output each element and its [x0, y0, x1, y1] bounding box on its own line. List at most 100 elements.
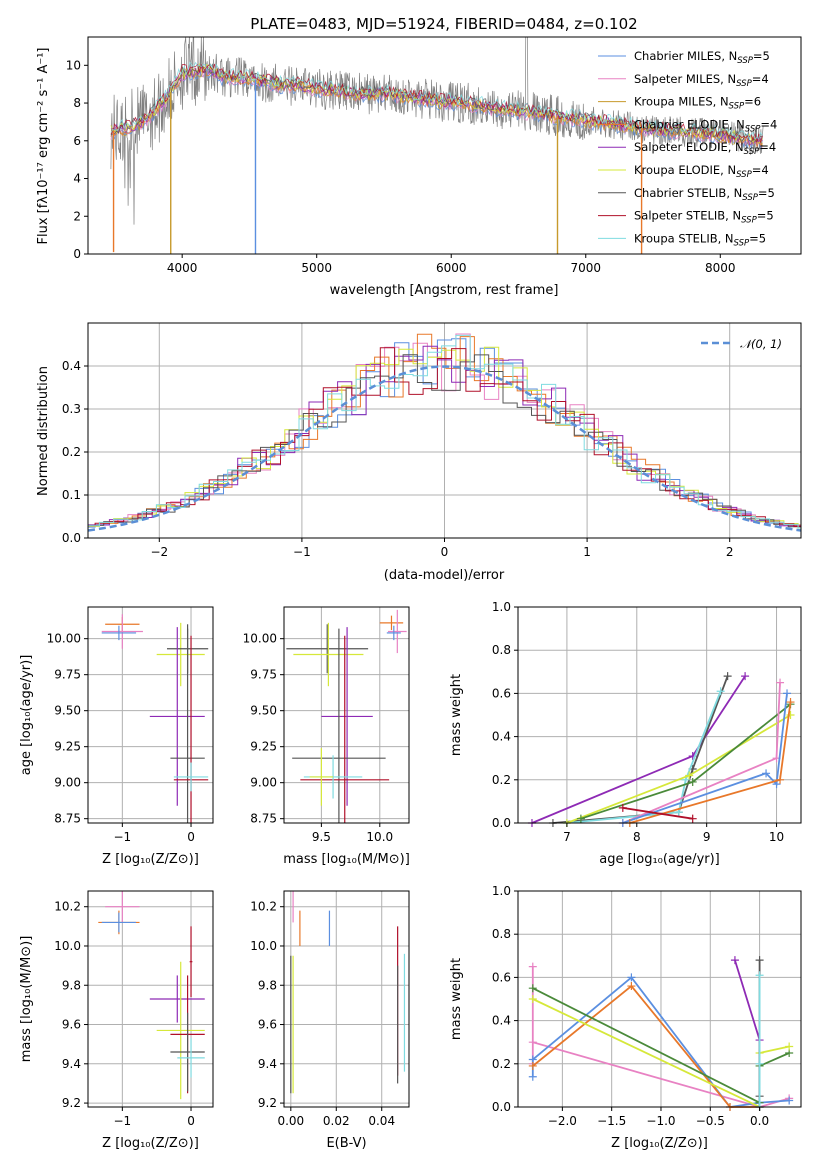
- x-axis-label: Z [log₁₀(Z/Z⊙)]: [611, 1136, 708, 1151]
- y-tick-label: 9.2: [258, 1096, 277, 1110]
- residual-hist-kroupa-stelib: [88, 334, 801, 529]
- legend-label: Kroupa MILES, NSSP=6: [634, 95, 761, 112]
- y-tick-label: 0.8: [492, 643, 511, 657]
- weight-line: [622, 693, 788, 824]
- y-tick-label: 0.6: [492, 970, 511, 984]
- y-tick-label: 9.00: [250, 776, 277, 790]
- y-tick-label: 0.6: [492, 686, 511, 700]
- y-tick-label: 1.0: [492, 884, 511, 898]
- y-tick-label: 0.4: [492, 1014, 511, 1028]
- y-tick-label: 9.4: [258, 1057, 277, 1071]
- x-tick-label: 9: [703, 830, 711, 844]
- histogram-ylabel: Normed distribution: [36, 366, 51, 496]
- y-tick-label: 9.25: [250, 740, 277, 754]
- y-axis-label: age [log₁₀(age/yr)]: [19, 655, 34, 776]
- mass-vs-metallicity-panel: −1 0 9.2 9.4 9.6 9.8 10.0 10.2 Z [log₁₀(Z/Z⊙)] ma…: [19, 890, 214, 1151]
- grid: [88, 607, 213, 823]
- y-tick-label: 0.0: [62, 531, 81, 545]
- weight-line: [532, 984, 760, 1108]
- age-vs-metallicity-panel: −1 0 8.75 9.00 9.25 9.50 9.75 10.00 Z [log₁₀(Z/Z…: [19, 606, 214, 867]
- weight-line: [566, 690, 722, 824]
- y-tick-label: 0.0: [492, 1100, 511, 1114]
- x-tick-label: 0: [187, 1114, 195, 1128]
- x-tick-label: 8000: [705, 261, 736, 275]
- errorbars: [98, 891, 205, 1100]
- y-tick-label: 10: [66, 58, 81, 72]
- y-tick-label: 10.2: [250, 900, 277, 914]
- histogram-steps: [88, 333, 801, 532]
- weight-marker: [627, 973, 636, 982]
- x-tick-label: −2: [150, 545, 168, 559]
- y-tick-label: 4: [73, 172, 81, 186]
- mass-vs-extinction-panel: 0.00 0.02 0.04 9.2 9.4 9.6 9.8 10.0 10.2 E(B-V): [250, 890, 410, 1151]
- y-tick-label: 0.2: [492, 773, 511, 787]
- weight-marker: [688, 814, 697, 823]
- weight-marker: [688, 777, 697, 786]
- x-axis-label: E(B-V): [326, 1136, 366, 1151]
- weight-line: [531, 675, 746, 824]
- y-tick-label: 8.75: [54, 812, 81, 826]
- residual-histogram-panel: −2 −1 0 1 2 0.0 0.1 0.2 0.3 0.4 (data-model)/erro…: [36, 322, 802, 583]
- model-salpeter-stelib: [110, 63, 763, 143]
- x-tick-label: 0.0: [750, 1114, 769, 1128]
- grid: [518, 890, 801, 1108]
- y-tick-label: 1.0: [492, 600, 511, 614]
- weight-marker: [528, 995, 537, 1003]
- y-tick-label: 9.00: [54, 776, 81, 790]
- weight-marker: [730, 956, 739, 965]
- x-tick-label: −0.5: [696, 1114, 725, 1128]
- weight-line: [622, 807, 693, 820]
- weight-marker: [776, 775, 785, 784]
- x-tick-label: 0.00: [277, 1114, 304, 1128]
- x-tick-label: 0.04: [368, 1114, 395, 1128]
- weight-marker: [783, 689, 792, 698]
- y-tick-label: 10.00: [47, 632, 81, 646]
- x-tick-label: 2: [726, 545, 734, 559]
- histogram-legend: 𝒩(0, 1): [701, 337, 782, 351]
- y-tick-label: 10.2: [54, 900, 81, 914]
- x-tick-label: −1.5: [597, 1114, 626, 1128]
- weight-marker: [723, 672, 732, 681]
- spectrum-xlabel: wavelength [Angstrom, rest frame]: [330, 283, 559, 298]
- weight-marker: [685, 771, 694, 780]
- plot-frame: [517, 606, 802, 824]
- errorbars: [290, 891, 406, 1094]
- massweight-vs-age-panel: 7 8 9 10 0.0 0.2 0.4 0.6 0.8 1.0 age [log₁₀(age/yr…: [449, 600, 802, 867]
- y-tick-label: 9.6: [62, 1018, 81, 1032]
- x-axis-label: Z [log₁₀(Z/Z⊙)]: [102, 852, 199, 867]
- weight-marker: [755, 1059, 764, 1068]
- weight-marker: [776, 678, 785, 687]
- y-tick-label: 0.8: [492, 927, 511, 941]
- y-tick-label: 9.75: [54, 668, 81, 682]
- y-tick-label: 8.75: [250, 812, 277, 826]
- x-tick-label: 0: [441, 545, 449, 559]
- y-tick-label: 0.2: [492, 1057, 511, 1071]
- x-tick-label: 6000: [436, 261, 467, 275]
- weight-marker: [528, 1072, 537, 1081]
- model-chabrier-miles: [110, 68, 763, 150]
- legend-label: Chabrier STELIB, NSSP=5: [634, 186, 775, 203]
- y-tick-label: 10.0: [54, 939, 81, 953]
- spectrum-lines: [110, 37, 764, 254]
- x-tick-label: 9.5: [312, 830, 331, 844]
- x-tick-label: 0: [187, 830, 195, 844]
- weight-marker: [762, 769, 771, 778]
- spectrum-title: PLATE=0483, MJD=51924, FIBERID=0484, z=0…: [250, 15, 637, 33]
- x-tick-label: 7000: [570, 261, 601, 275]
- plot-frame: [283, 606, 410, 824]
- errorbars: [101, 614, 209, 823]
- y-axis-label: mass weight: [449, 958, 464, 1040]
- y-tick-label: 10.00: [243, 632, 277, 646]
- histogram-xlabel: (data-model)/error: [384, 568, 505, 583]
- age-vs-mass-panel: 9.5 10.0 8.75 9.00 9.25 9.50 9.75 10.00 mass [lo…: [243, 606, 410, 867]
- x-tick-label: −1: [113, 830, 131, 844]
- x-tick-label: 8: [633, 830, 641, 844]
- legend-label: Salpeter MILES, NSSP=4: [634, 72, 769, 89]
- y-tick-label: 9.6: [258, 1018, 277, 1032]
- x-tick-label: 10: [769, 830, 784, 844]
- normal-curve: [88, 365, 801, 532]
- weight-marker: [528, 984, 537, 993]
- y-tick-label: 0.2: [62, 445, 81, 459]
- residual-hist-salpeter-stelib: [88, 347, 801, 527]
- weight-marker: [716, 687, 725, 696]
